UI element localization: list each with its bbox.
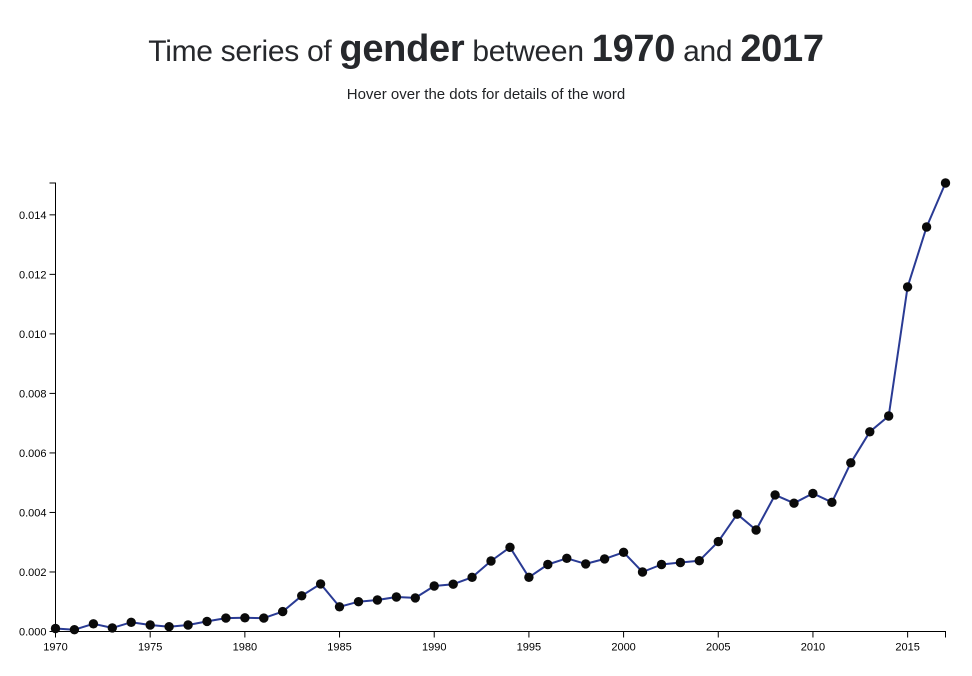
page-title: Time series of gender between 1970 and 2… (0, 27, 972, 74)
y-axis-tick-label: 0.010 (19, 329, 47, 341)
x-axis-tick-label: 1985 (327, 642, 351, 654)
data-point-2012[interactable] (846, 458, 856, 468)
x-axis-domain (55, 631, 946, 638)
data-point-1992[interactable] (467, 572, 477, 582)
y-axis-tick-label: 0.006 (19, 448, 47, 460)
title-word: gender (339, 28, 465, 70)
data-point-1976[interactable] (164, 622, 174, 632)
data-point-2015[interactable] (902, 282, 913, 292)
data-point-2002[interactable] (656, 559, 667, 570)
y-axis-tick-label: 0.012 (19, 269, 47, 281)
data-point-2010[interactable] (808, 488, 818, 499)
data-point-2005[interactable] (713, 536, 723, 547)
data-point-1987[interactable] (372, 595, 383, 605)
y-axis-tick-label: 0.004 (19, 507, 47, 519)
data-point-2011[interactable] (827, 497, 837, 507)
x-axis-tick-label: 1995 (517, 642, 541, 654)
y-axis-tick-label: 0.000 (19, 627, 47, 639)
title-conjunction: and (683, 35, 733, 68)
data-point-2006[interactable] (732, 509, 742, 519)
data-point-1986[interactable] (353, 597, 364, 607)
data-point-2014[interactable] (884, 411, 894, 421)
y-axis-domain (49, 182, 56, 632)
data-point-1990[interactable] (429, 581, 439, 591)
data-point-2017[interactable] (940, 178, 951, 188)
x-axis-tick-label: 1970 (43, 642, 67, 654)
title-year-end: 2017 (740, 28, 824, 70)
data-point-1981[interactable] (259, 613, 269, 623)
data-point-2016[interactable] (921, 222, 932, 232)
data-point-1994[interactable] (505, 542, 515, 552)
data-point-1993[interactable] (486, 556, 496, 566)
data-point-2001[interactable] (637, 567, 648, 577)
y-axis-tick-label: 0.002 (19, 567, 47, 579)
title-year-start: 1970 (591, 28, 676, 70)
data-point-1983[interactable] (297, 591, 307, 601)
x-axis-tick-label: 2005 (706, 642, 730, 654)
data-point-2009[interactable] (789, 498, 799, 508)
data-point-2007[interactable] (751, 525, 761, 535)
data-point-1984[interactable] (315, 579, 326, 589)
x-axis-tick-label: 2000 (611, 642, 635, 654)
data-point-1988[interactable] (391, 592, 402, 602)
data-point-1972[interactable] (88, 619, 99, 629)
data-point-1980[interactable] (240, 613, 250, 623)
data-point-1996[interactable] (543, 559, 553, 570)
chart-subtitle: Hover over the dots for details of the w… (346, 86, 626, 103)
data-point-1999[interactable] (599, 554, 610, 564)
data-point-2008[interactable] (770, 490, 780, 500)
data-point-1991[interactable] (448, 579, 458, 589)
title-prefix: Time series of (148, 35, 332, 68)
data-point-1985[interactable] (334, 602, 345, 612)
chart-header: Time series of gender between 1970 and 2… (0, 0, 972, 104)
data-point-2003[interactable] (675, 557, 686, 568)
x-axis-tick-label: 1975 (138, 642, 162, 654)
y-axis-tick-label: 0.014 (19, 210, 47, 222)
data-point-1982[interactable] (278, 606, 288, 617)
data-point-1997[interactable] (562, 553, 572, 563)
data-point-2013[interactable] (865, 427, 875, 437)
data-point-1970[interactable] (50, 623, 61, 634)
x-axis-tick-label: 2010 (801, 642, 825, 654)
data-point-1973[interactable] (107, 623, 118, 633)
data-point-1979[interactable] (221, 613, 231, 623)
data-point-1995[interactable] (524, 572, 534, 582)
data-point-1971[interactable] (69, 625, 80, 635)
x-axis-tick-label: 1980 (233, 642, 257, 654)
series-line (54, 182, 947, 631)
data-point-1974[interactable] (126, 617, 136, 627)
data-point-2004[interactable] (694, 556, 704, 566)
x-axis-tick-label: 2015 (895, 642, 919, 654)
x-axis-tick-label: 1990 (422, 642, 446, 654)
y-axis-tick-label: 0.008 (19, 388, 47, 400)
data-point-1989[interactable] (410, 593, 420, 603)
data-point-1975[interactable] (145, 620, 155, 630)
data-point-1998[interactable] (581, 559, 591, 569)
data-point-1977[interactable] (183, 620, 193, 630)
data-point-1978[interactable] (202, 616, 212, 627)
title-middle: between (472, 35, 584, 68)
data-point-2000[interactable] (618, 547, 629, 557)
